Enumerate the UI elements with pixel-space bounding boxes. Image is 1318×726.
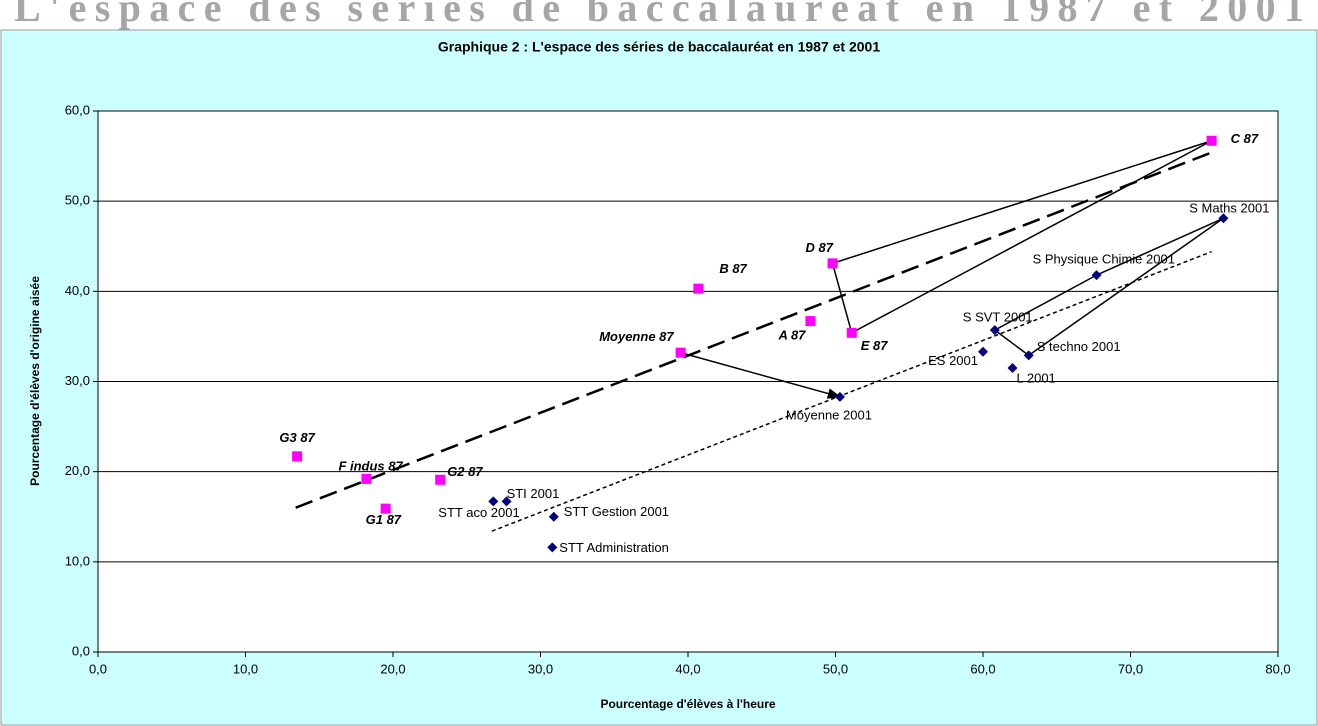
x-tick-label: 10,0 xyxy=(233,661,258,676)
point xyxy=(693,283,704,294)
point-label: S Maths 2001 xyxy=(1189,201,1269,216)
point xyxy=(548,511,559,522)
connector xyxy=(851,140,1212,334)
point xyxy=(827,258,838,269)
arrow xyxy=(680,351,842,399)
point-label: Moyenne 87 xyxy=(599,329,674,344)
point-label: G3 87 xyxy=(279,430,315,445)
y-tick-label: 40,0 xyxy=(65,283,90,298)
point xyxy=(292,451,303,462)
chart-title: Graphique 2 : L'espace des séries de bac… xyxy=(438,39,880,55)
point xyxy=(989,325,1000,336)
point-label: C 87 xyxy=(1231,131,1259,146)
y-tick-label: 0,0 xyxy=(72,643,90,658)
point xyxy=(1218,213,1229,224)
point xyxy=(1206,135,1217,146)
page-heading: L'espace des séries de baccalauréat en 1… xyxy=(14,0,1304,30)
connector xyxy=(1028,217,1224,356)
x-tick-label: 40,0 xyxy=(675,661,700,676)
x-tick-label: 60,0 xyxy=(970,661,995,676)
connector xyxy=(994,329,1030,356)
point-label: G1 87 xyxy=(366,512,402,527)
point xyxy=(675,347,686,358)
point xyxy=(1091,270,1102,281)
trend-line xyxy=(295,151,1213,509)
x-tick-label: 20,0 xyxy=(380,661,405,676)
point-label: ES 2001 xyxy=(928,353,978,368)
x-axis-title: Pourcentage d'élèves à l'heure xyxy=(600,697,775,711)
point-label: F indus 87 xyxy=(338,458,403,473)
point xyxy=(435,474,446,485)
point-label: Moyenne 2001 xyxy=(786,407,872,422)
point-label: STT aco 2001 xyxy=(438,505,519,520)
point-label: S techno 2001 xyxy=(1037,339,1121,354)
point xyxy=(805,316,816,327)
point-label: G2 87 xyxy=(447,464,483,479)
y-tick-label: 30,0 xyxy=(65,373,90,388)
point-label: D 87 xyxy=(806,240,834,255)
x-tick-label: 30,0 xyxy=(528,661,553,676)
point-label: A 87 xyxy=(777,328,806,343)
connector xyxy=(994,274,1097,331)
point xyxy=(547,542,558,553)
connector xyxy=(832,140,1212,265)
y-tick-label: 10,0 xyxy=(65,553,90,568)
x-tick-label: 50,0 xyxy=(823,661,848,676)
point xyxy=(361,473,372,484)
point xyxy=(834,391,845,402)
trend-line xyxy=(491,250,1212,532)
point-label: STT Gestion 2001 xyxy=(564,504,669,519)
y-tick-label: 20,0 xyxy=(65,463,90,478)
point-label: STT Administration xyxy=(559,540,669,555)
point-label: S Physique Chimie 2001 xyxy=(1033,252,1175,267)
point xyxy=(501,496,512,507)
point-label: S SVT 2001 xyxy=(963,310,1033,325)
x-tick-label: 80,0 xyxy=(1265,661,1290,676)
point xyxy=(1007,362,1018,373)
point xyxy=(846,327,857,338)
point-label: B 87 xyxy=(719,261,747,276)
point-label: L 2001 xyxy=(1017,370,1056,385)
y-axis-title: Pourcentage d'élèves d'origine aisée xyxy=(28,276,42,486)
point xyxy=(978,346,988,357)
x-tick-label: 0,0 xyxy=(89,661,107,676)
connector xyxy=(1096,217,1224,276)
point-label: E 87 xyxy=(861,338,889,353)
point-label: STI 2001 xyxy=(507,486,560,501)
x-tick-label: 70,0 xyxy=(1118,661,1143,676)
y-tick-label: 60,0 xyxy=(65,102,90,117)
y-tick-label: 50,0 xyxy=(65,193,90,208)
point xyxy=(380,503,391,514)
connector xyxy=(831,263,853,334)
point xyxy=(1023,350,1034,361)
point xyxy=(488,496,499,507)
